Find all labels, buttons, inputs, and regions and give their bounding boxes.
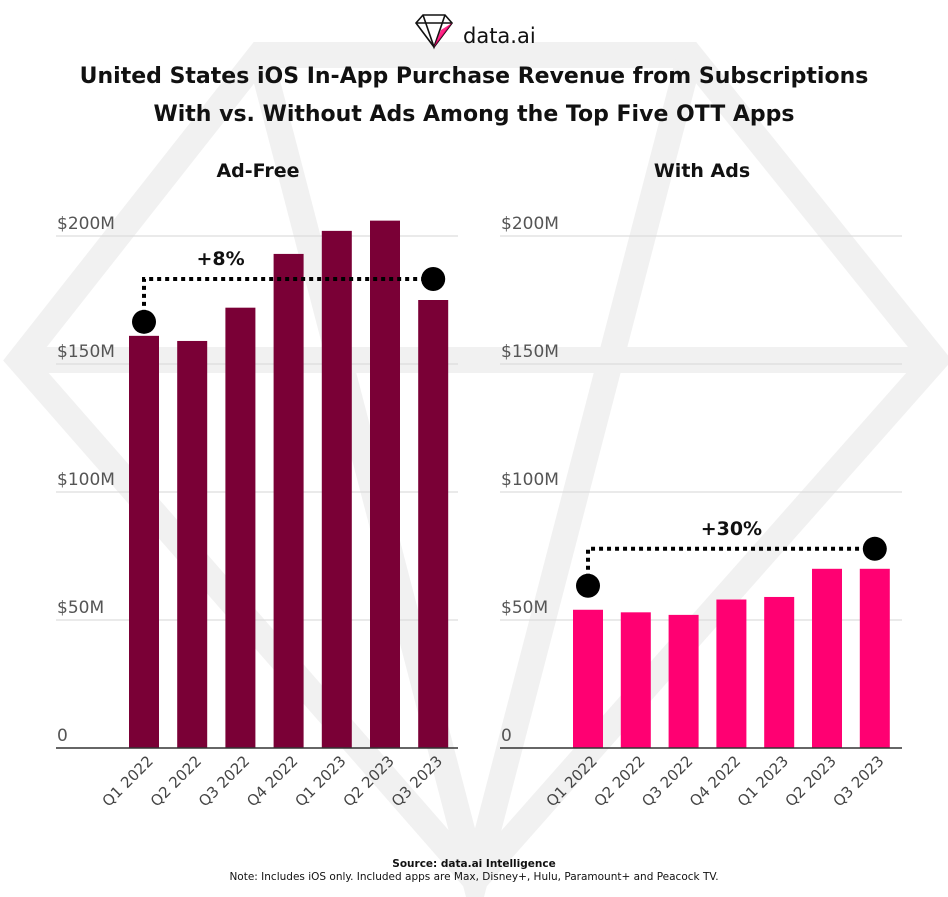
x-tick-label: Q3 2023 [829,752,887,810]
bar-ad-free-0 [129,335,159,748]
y-tick-label: $150M [57,342,115,362]
y-tick-label: $100M [57,470,115,490]
y-tick-label: $200M [57,214,115,234]
diamond-logo-icon [414,14,454,50]
panel-title-with-ads: With Ads [653,160,751,182]
bar-with-ads-6 [859,568,890,748]
chart-title-line1: United States iOS In-App Purchase Revenu… [79,64,869,89]
x-tick-label: Q2 2022 [590,752,648,810]
annotation-bracket [142,277,434,322]
x-tick-label: Q1 2022 [543,752,601,810]
bar-with-ads-5 [812,568,842,748]
footer-note: Note: Includes iOS only. Included apps a… [229,871,719,883]
panel-title-ad-free: Ad-Free [216,160,300,182]
y-tick-label: $50M [501,598,548,618]
annotation-start-dot [576,573,600,598]
annotation-end-dot [421,267,446,291]
brand-header: data.ai [0,10,948,50]
bar-ad-free-2 [225,307,256,748]
x-tick-label: Q4 2022 [686,752,744,810]
bar-with-ads-1 [620,612,651,748]
y-tick-label: 0 [57,726,68,746]
bar-ad-free-3 [273,253,304,749]
y-tick-label: $100M [501,470,559,490]
bar-with-ads-0 [573,609,603,748]
bar-ad-free-1 [177,340,208,748]
annotation-label: +30% [701,518,762,540]
footer-source: Source: data.ai Intelligence [392,858,556,870]
annotation-end-dot [862,536,887,561]
bar-with-ads-4 [764,596,795,748]
x-tick-label: Q3 2022 [638,752,696,810]
chart-title-line2: With vs. Without Ads Among the Top Five … [153,102,795,127]
y-tick-label: $50M [57,598,104,618]
x-tick-label: Q2 2023 [782,752,840,810]
bar-with-ads-2 [668,614,699,748]
bar-with-ads-3 [716,599,747,748]
bar-ad-free-5 [370,220,400,748]
y-tick-label: $150M [501,342,559,362]
brand-name: data.ai [463,24,536,48]
y-tick-label: 0 [501,726,512,746]
bar-ad-free-4 [321,230,352,748]
bar-ad-free-6 [418,300,449,748]
annotation-start-dot [132,309,156,334]
y-tick-label: $200M [501,214,559,234]
chart-title: United States iOS In-App Purchase Revenu… [0,58,948,134]
annotation-label: +8% [197,248,245,270]
x-tick-label: Q1 2023 [734,752,792,810]
